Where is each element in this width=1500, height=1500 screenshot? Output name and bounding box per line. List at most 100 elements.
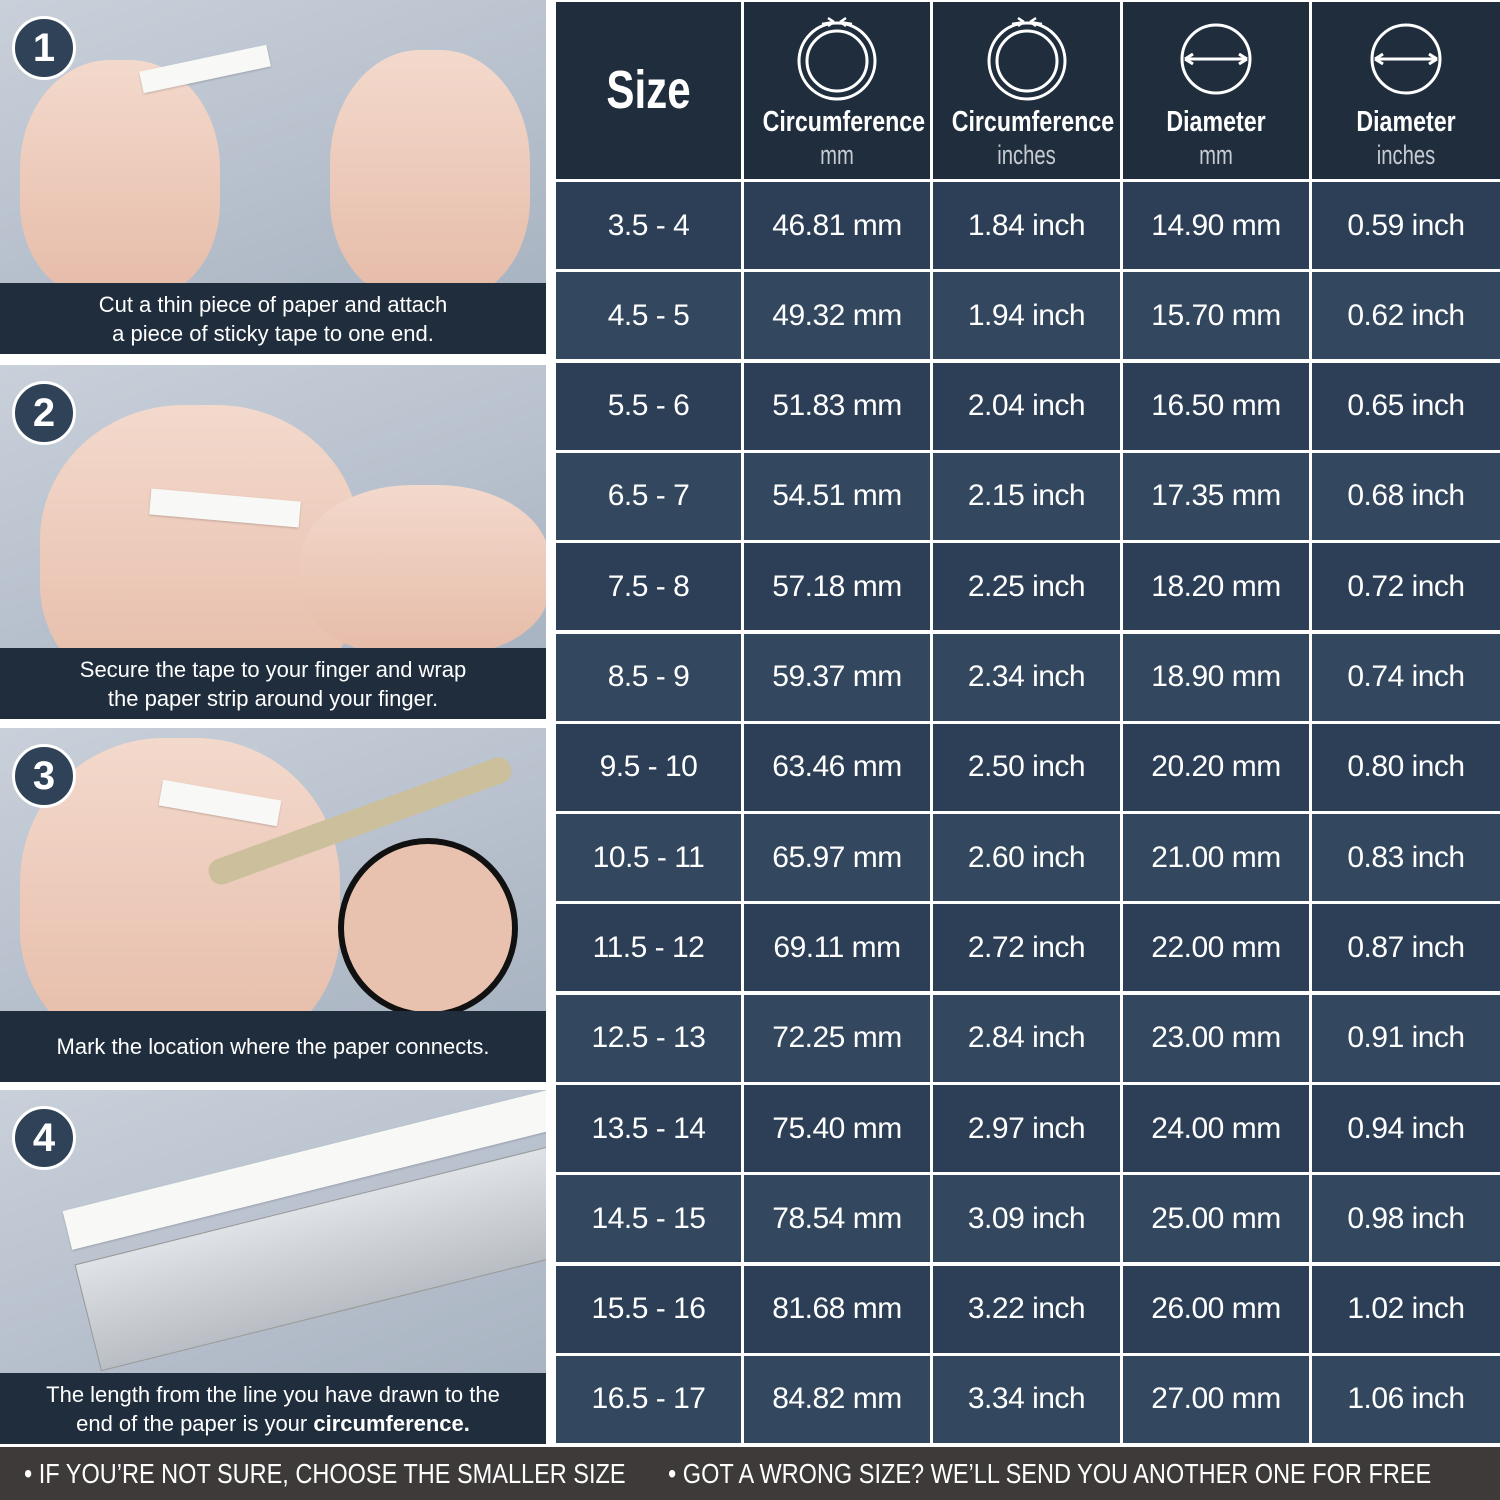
- caption-text: Cut a thin piece of paper and attach: [98, 291, 448, 317]
- cell-size: 11.5 - 12: [556, 904, 741, 992]
- column-unit: mm: [1199, 140, 1233, 170]
- header-circumference-mm: Circumference mm: [744, 2, 930, 179]
- cell-size: 10.5 - 11: [556, 814, 741, 902]
- cell-size: 9.5 - 10: [556, 723, 741, 811]
- step-photo: [0, 0, 546, 300]
- column-unit: inches: [997, 140, 1056, 170]
- step-number-badge: 4: [12, 1106, 76, 1170]
- cell-circumference-inches: 2.97 inch: [933, 1085, 1120, 1172]
- cell-diameter-inches: 0.91 inch: [1312, 994, 1500, 1082]
- caption-line: the paper strip around your finger.: [0, 684, 546, 713]
- cell-diameter-mm: 16.50 mm: [1123, 362, 1309, 450]
- step-panel-4: 4 The length from the line you have draw…: [0, 1090, 546, 1444]
- cell-diameter-mm: 15.70 mm: [1123, 272, 1309, 360]
- cell-diameter-inches: 0.62 inch: [1312, 272, 1500, 360]
- cell-circumference-mm: 81.68 mm: [744, 1265, 930, 1353]
- hand-right: [330, 50, 530, 300]
- cell-circumference-mm: 54.51 mm: [744, 452, 930, 540]
- step-number-badge: 3: [12, 744, 76, 808]
- cell-diameter-inches: 1.02 inch: [1312, 1265, 1500, 1353]
- cell-diameter-mm: 27.00 mm: [1123, 1355, 1309, 1443]
- cell-diameter-mm: 24.00 mm: [1123, 1085, 1309, 1172]
- cell-diameter-inches: 0.65 inch: [1312, 362, 1500, 450]
- cell-circumference-mm: 51.83 mm: [744, 362, 930, 450]
- step-panel-1: 1 Cut a thin piece of paper and attach a …: [0, 0, 546, 354]
- cell-diameter-mm: 18.90 mm: [1123, 633, 1309, 721]
- caption-text: a piece of sticky tape to one end.: [112, 320, 434, 346]
- cell-circumference-mm: 59.37 mm: [744, 633, 930, 721]
- cell-diameter-mm: 14.90 mm: [1123, 182, 1309, 269]
- cell-diameter-mm: 21.00 mm: [1123, 814, 1309, 902]
- cell-diameter-inches: 0.80 inch: [1312, 723, 1500, 811]
- caption-line: Mark the location where the paper connec…: [0, 1032, 546, 1061]
- cell-circumference-inches: 2.15 inch: [933, 452, 1120, 540]
- cell-size: 8.5 - 9: [556, 633, 741, 721]
- column-title: Circumference: [762, 106, 926, 138]
- column-unit: mm: [820, 140, 854, 170]
- cell-circumference-inches: 2.84 inch: [933, 994, 1120, 1082]
- cell-diameter-inches: 0.68 inch: [1312, 452, 1500, 540]
- caption-text: The length from the line you have drawn …: [46, 1381, 500, 1407]
- header-circumference-inches: Circumference inches: [933, 2, 1120, 179]
- cell-circumference-mm: 69.11 mm: [744, 904, 930, 992]
- cell-size: 7.5 - 8: [556, 543, 741, 631]
- step-photo: [0, 728, 546, 1058]
- column-title: Diameter: [1356, 106, 1456, 138]
- cell-circumference-mm: 57.18 mm: [744, 543, 930, 631]
- cell-circumference-inches: 3.34 inch: [933, 1355, 1120, 1443]
- cell-diameter-inches: 1.06 inch: [1312, 1355, 1500, 1443]
- cell-circumference-mm: 72.25 mm: [744, 994, 930, 1082]
- hand-left: [20, 60, 220, 300]
- ring-size-table: Size Circumference mm Circumference inch…: [556, 0, 1500, 1445]
- header-diameter-inches: Diameter inches: [1312, 2, 1500, 179]
- cell-circumference-inches: 1.94 inch: [933, 272, 1120, 360]
- caption-line: end of the paper is your circumference.: [0, 1409, 546, 1438]
- step-panel-2: 2 Secure the tape to your finger and wra…: [0, 365, 546, 719]
- cell-diameter-inches: 0.83 inch: [1312, 814, 1500, 902]
- caption-line: a piece of sticky tape to one end.: [0, 319, 546, 348]
- cell-size: 15.5 - 16: [556, 1265, 741, 1353]
- column-title: Diameter: [1166, 106, 1266, 138]
- cell-diameter-mm: 20.20 mm: [1123, 723, 1309, 811]
- paper-strip: [139, 44, 271, 94]
- cell-circumference-inches: 3.22 inch: [933, 1265, 1120, 1353]
- cell-diameter-mm: 26.00 mm: [1123, 1265, 1309, 1353]
- cell-circumference-mm: 63.46 mm: [744, 723, 930, 811]
- cell-circumference-mm: 84.82 mm: [744, 1355, 930, 1443]
- step-caption: Cut a thin piece of paper and attach a pi…: [0, 283, 546, 354]
- cell-size: 14.5 - 15: [556, 1175, 741, 1263]
- step-caption: Mark the location where the paper connec…: [0, 1011, 546, 1082]
- cell-circumference-mm: 65.97 mm: [744, 814, 930, 902]
- step-panel-3: 3 Mark the location where the paper conn…: [0, 728, 546, 1082]
- column-title: Circumference: [951, 106, 1115, 138]
- header-diameter-mm: Diameter mm: [1123, 2, 1309, 179]
- cell-circumference-mm: 78.54 mm: [744, 1175, 930, 1263]
- footer-note-smaller-size: • IF YOU’RE NOT SURE, CHOOSE THE SMALLER…: [24, 1457, 626, 1489]
- cell-circumference-mm: 75.40 mm: [744, 1085, 930, 1172]
- cell-size: 16.5 - 17: [556, 1355, 741, 1443]
- step-photo: [0, 1090, 546, 1373]
- cell-diameter-mm: 17.35 mm: [1123, 452, 1309, 540]
- footer-note-free-replacement: • GOT A WRONG SIZE? WE’LL SEND YOU ANOTH…: [668, 1457, 1432, 1489]
- header-size: Size: [556, 2, 741, 179]
- cell-diameter-inches: 0.87 inch: [1312, 904, 1500, 992]
- column-unit: inches: [1376, 140, 1436, 170]
- caption-text: end of the paper is your: [76, 1410, 314, 1436]
- cell-circumference-inches: 2.04 inch: [933, 362, 1120, 450]
- step-number-badge: 2: [12, 381, 76, 445]
- caption-line: Cut a thin piece of paper and attach: [0, 290, 546, 319]
- cell-size: 5.5 - 6: [556, 362, 741, 450]
- step-number-badge: 1: [12, 16, 76, 80]
- cell-circumference-inches: 2.25 inch: [933, 543, 1120, 631]
- caption-line: The length from the line you have drawn …: [0, 1380, 546, 1409]
- cell-diameter-mm: 23.00 mm: [1123, 994, 1309, 1082]
- caption-bold: circumference.: [313, 1410, 470, 1436]
- step-caption: Secure the tape to your finger and wrap t…: [0, 648, 546, 719]
- cell-size: 4.5 - 5: [556, 272, 741, 360]
- cell-size: 12.5 - 13: [556, 994, 741, 1082]
- cell-size: 6.5 - 7: [556, 452, 741, 540]
- cell-diameter-mm: 18.20 mm: [1123, 543, 1309, 631]
- step-photo: [0, 365, 546, 705]
- cell-size: 3.5 - 4: [556, 182, 741, 269]
- cell-circumference-mm: 49.32 mm: [744, 272, 930, 360]
